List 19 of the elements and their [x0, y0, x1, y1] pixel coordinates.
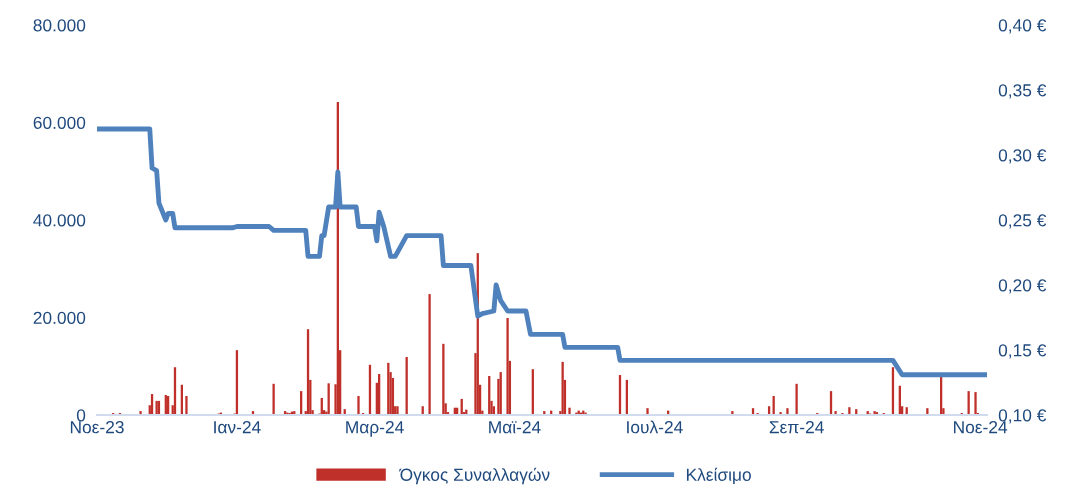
x-tick-label: Ιαν-24: [214, 421, 261, 434]
y2-tick-label: 0,25 €: [998, 214, 1047, 229]
x-tick-label: Νοε-23: [70, 421, 124, 434]
x-tick-label: Ιουλ-24: [627, 420, 683, 434]
y-tick-label: 40.000: [33, 214, 86, 227]
y2-tick-label: 0,35 €: [998, 84, 1047, 99]
y2-tick-label: 0,30 €: [998, 149, 1047, 164]
x-tick-label: Σεπ-24: [769, 421, 824, 434]
x-tick-label: Μαϊ-24: [489, 421, 541, 434]
legend-label: Όγκος Συναλλαγών: [399, 467, 550, 485]
x-tick-label: Μαρ-24: [346, 421, 404, 437]
y-tick-label: 60.000: [33, 116, 86, 129]
y2-tick-label: 0,20 €: [998, 279, 1047, 294]
y-tick-label: 80.000: [33, 19, 86, 32]
legend-label: Κλείσιμο: [686, 467, 751, 485]
y2-tick-label: 0,40 €: [998, 19, 1047, 34]
y-tick-label: 20.000: [33, 311, 86, 324]
y2-tick-label: 0,15 €: [998, 344, 1047, 359]
y-tick-label: 0: [76, 409, 86, 422]
